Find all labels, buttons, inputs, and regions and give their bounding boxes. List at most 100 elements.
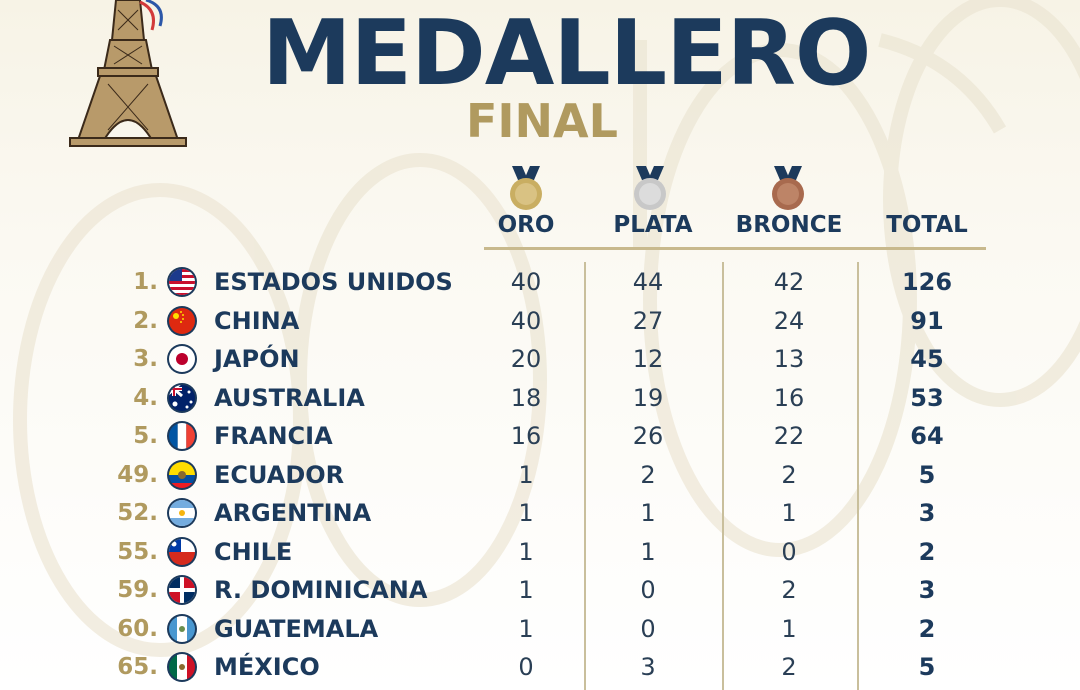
silver-count: 1 [640, 499, 656, 527]
gold-count: 0 [518, 653, 534, 681]
silver-count: 3 [640, 653, 656, 681]
rank: 4. [133, 384, 158, 411]
gold-count: 1 [518, 499, 534, 527]
bronze-count: 24 [773, 306, 805, 335]
silver-count: 2 [640, 460, 656, 489]
rank: 5. [133, 423, 158, 449]
gold-count: 40 [510, 306, 542, 335]
total-count: 3 [918, 576, 936, 604]
rank: 55. [117, 538, 158, 565]
table-row: 65. MÉXICO 0 3 2 5 [0, 648, 1080, 687]
silver-medal-icon [634, 166, 666, 210]
silver-count: 0 [640, 576, 656, 604]
country-name: CHINA [214, 306, 300, 335]
country-name: FRANCIA [214, 422, 333, 450]
dominican-republic-flag-icon [167, 575, 197, 605]
table-row: 4. AUSTRALIA 18 19 16 53 [0, 379, 1080, 418]
country-name: JAPÓN [214, 345, 300, 373]
country-name: AUSTRALIA [214, 383, 365, 412]
bronze-count: 1 [781, 499, 797, 527]
page-subtitle: FINAL [466, 94, 618, 148]
gold-count: 1 [518, 460, 534, 489]
medal-table: 1. ESTADOS UNIDOS 40 44 42 126 2. [0, 263, 1080, 687]
table-row: 1. ESTADOS UNIDOS 40 44 42 126 [0, 263, 1080, 302]
gold-count: 1 [518, 614, 534, 643]
guatemala-flag-icon [167, 613, 197, 644]
table-row: 2. CHINA 40 27 24 91 [0, 302, 1080, 341]
table-row: 5. FRANCIA 16 26 22 64 [0, 417, 1080, 456]
table-row: 55. CHILE 1 1 0 2 [0, 533, 1080, 572]
table-row: 52. ARGENTINA 1 1 1 3 [0, 494, 1080, 533]
column-divider [857, 262, 859, 690]
table-row: 49. ECUADOR 1 2 2 5 [0, 456, 1080, 495]
silver-count: 44 [632, 268, 664, 296]
rank: 65. [117, 654, 158, 680]
country-name: MÉXICO [214, 653, 320, 681]
silver-count: 0 [640, 614, 656, 643]
total-count: 53 [910, 383, 944, 412]
bronze-count: 1 [781, 614, 797, 643]
header-divider [484, 247, 986, 250]
japan-flag-icon [167, 344, 197, 374]
total-count: 64 [910, 422, 944, 450]
gold-count: 16 [510, 422, 542, 450]
bronze-count: 2 [781, 576, 797, 604]
column-divider [722, 262, 724, 690]
country-name: GUATEMALA [214, 614, 379, 643]
gold-count: 40 [510, 268, 542, 296]
australia-flag-icon [167, 382, 197, 413]
page-title: MEDALLERO [262, 1, 871, 106]
rank: 60. [117, 615, 158, 642]
country-name: ARGENTINA [214, 499, 372, 527]
rank: 2. [133, 307, 158, 334]
country-name: CHILE [214, 537, 293, 566]
bronze-count: 2 [781, 460, 797, 489]
total-count: 45 [910, 345, 944, 373]
gold-count: 20 [510, 345, 542, 373]
bronze-medal-icon [772, 166, 804, 210]
rank: 1. [133, 269, 158, 295]
bronze-count: 16 [773, 383, 805, 412]
france-flag-icon [167, 421, 197, 451]
silver-count: 26 [632, 422, 664, 450]
total-count: 5 [918, 460, 936, 489]
silver-count: 12 [632, 345, 664, 373]
gold-count: 1 [518, 537, 534, 566]
column-header-silver: PLATA [613, 212, 693, 238]
total-count: 3 [918, 499, 936, 527]
ecuador-flag-icon [167, 459, 197, 490]
usa-flag-icon [167, 267, 197, 297]
rank: 52. [117, 500, 158, 526]
total-count: 2 [918, 614, 936, 643]
table-row: 60. GUATEMALA 1 0 1 2 [0, 610, 1080, 649]
total-count: 2 [918, 537, 936, 566]
argentina-flag-icon [167, 498, 197, 528]
silver-count: 19 [632, 383, 664, 412]
column-header-total: TOTAL [886, 212, 968, 238]
column-header-bronze: BRONCE [735, 212, 843, 238]
country-name: ECUADOR [214, 460, 345, 489]
bronze-count: 2 [781, 653, 797, 681]
column-header-gold: ORO [497, 212, 555, 238]
table-row: 59. R. DOMINICANA 1 0 2 3 [0, 571, 1080, 610]
bronze-count: 0 [781, 537, 797, 566]
table-row: 3. JAPÓN 20 12 13 45 [0, 340, 1080, 379]
bronze-count: 42 [773, 268, 805, 296]
rank: 49. [117, 461, 158, 488]
silver-count: 27 [632, 306, 664, 335]
bronze-count: 22 [773, 422, 805, 450]
silver-count: 1 [640, 537, 656, 566]
china-flag-icon [167, 305, 197, 336]
mexico-flag-icon [167, 652, 197, 682]
total-count: 126 [901, 268, 953, 296]
rank: 59. [117, 577, 158, 603]
gold-medal-icon [510, 166, 542, 210]
total-count: 91 [910, 306, 944, 335]
total-count: 5 [918, 653, 936, 681]
gold-count: 18 [510, 383, 542, 412]
gold-count: 1 [518, 576, 534, 604]
eiffel-tower-icon [69, 0, 187, 147]
rank: 3. [133, 346, 158, 372]
column-divider [584, 262, 586, 690]
